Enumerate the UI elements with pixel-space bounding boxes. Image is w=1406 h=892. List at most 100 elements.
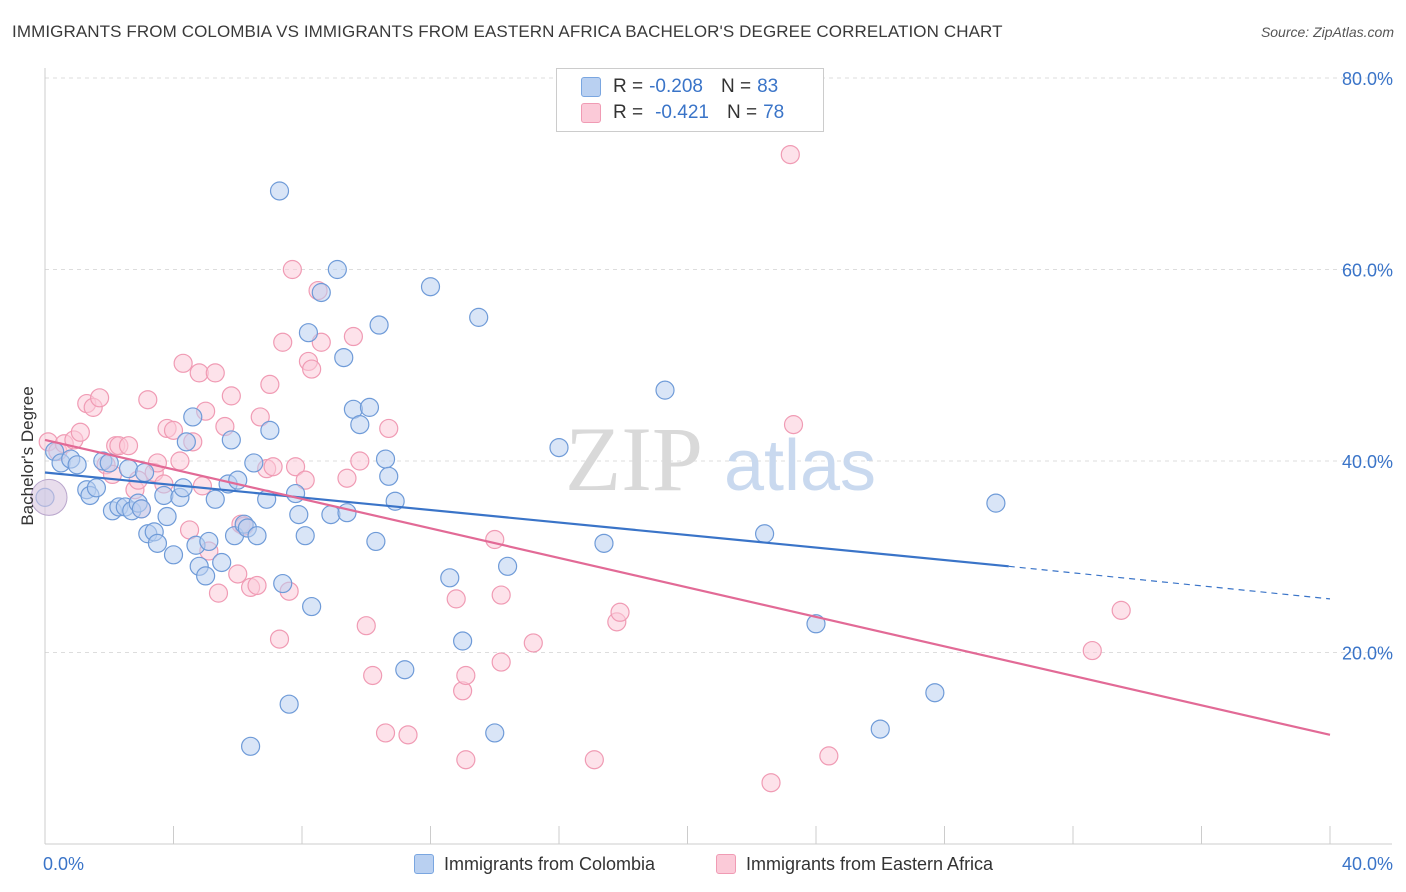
data-point-eastern-africa xyxy=(1082,640,1102,661)
data-point-colombia xyxy=(244,453,264,473)
legend-r-label: R = xyxy=(613,76,644,97)
data-point-colombia xyxy=(279,694,299,714)
data-point-eastern-africa xyxy=(491,585,511,605)
data-point-colombia xyxy=(350,415,370,435)
data-point-colombia xyxy=(260,420,280,440)
trend-line-colombia xyxy=(44,471,1009,568)
data-point-colombia xyxy=(196,566,216,586)
data-point-colombia xyxy=(241,736,261,756)
data-point-eastern-africa xyxy=(819,746,839,766)
data-point-eastern-africa xyxy=(783,415,804,435)
data-point-colombia xyxy=(176,432,196,452)
data-point-colombia xyxy=(440,568,460,588)
data-point-colombia xyxy=(395,660,415,680)
data-point-colombia xyxy=(173,478,193,498)
data-point-colombia xyxy=(870,719,890,739)
data-point-eastern-africa xyxy=(263,457,283,477)
x-tick-label: 40.0% xyxy=(1342,854,1393,874)
data-point-colombia xyxy=(469,307,489,327)
data-point-colombia xyxy=(806,614,826,634)
data-point-eastern-africa xyxy=(189,363,209,383)
legend-r-label: R = xyxy=(613,102,644,123)
bottom-legend-label-eastern-africa: Immigrants from Eastern Africa xyxy=(746,853,994,874)
data-point-eastern-africa xyxy=(285,457,306,477)
data-point-eastern-africa xyxy=(250,407,270,427)
y-axis-label: Bachelor's Degree xyxy=(18,386,37,526)
data-point-eastern-africa xyxy=(761,773,781,793)
data-point-colombia xyxy=(321,505,341,525)
data-point-eastern-africa xyxy=(228,564,248,584)
data-point-colombia xyxy=(366,531,386,552)
data-point-colombia xyxy=(549,437,569,458)
data-point-eastern-africa xyxy=(273,332,293,352)
correlation-legend: R = -0.208 N = 83 R = -0.421 N = 78 xyxy=(556,68,824,132)
legend-r-value: -0.421 xyxy=(655,102,709,123)
data-point-eastern-africa xyxy=(485,529,505,550)
data-point-eastern-africa xyxy=(70,422,90,442)
data-point-colombia xyxy=(273,573,293,594)
data-point-eastern-africa xyxy=(118,436,139,456)
data-point-colombia xyxy=(655,380,675,400)
series-colombia-points xyxy=(30,181,1006,756)
legend-r-value: -0.208 xyxy=(649,76,703,97)
data-point-eastern-africa xyxy=(398,725,418,745)
data-point-colombia xyxy=(86,478,107,498)
grid-lines xyxy=(45,77,1392,653)
legend-n-label: N = xyxy=(726,102,758,123)
bottom-legend-swatch-eastern-africa xyxy=(716,854,736,874)
trend-line-colombia-extension xyxy=(1008,565,1331,600)
data-point-eastern-africa xyxy=(1111,600,1131,620)
data-point-colombia xyxy=(157,506,177,527)
data-point-colombia xyxy=(205,489,225,509)
data-point-eastern-africa xyxy=(356,616,376,636)
y-tick-label: 80.0% xyxy=(1342,69,1393,89)
data-point-eastern-africa xyxy=(192,476,213,496)
watermark-atlas: atlas xyxy=(724,426,876,506)
data-point-colombia xyxy=(269,181,290,201)
data-point-eastern-africa xyxy=(247,575,267,596)
data-point-colombia xyxy=(986,493,1006,513)
data-point-colombia xyxy=(154,485,174,506)
data-point-eastern-africa xyxy=(337,468,357,488)
data-point-colombia xyxy=(163,545,184,565)
data-point-colombia xyxy=(183,407,203,427)
data-point-colombia xyxy=(594,533,614,553)
data-point-eastern-africa xyxy=(491,652,511,672)
legend-n-value: 78 xyxy=(763,102,785,123)
data-point-colombia xyxy=(453,631,473,651)
data-point-eastern-africa xyxy=(311,332,331,352)
data-point-eastern-africa xyxy=(173,353,193,373)
data-point-colombia xyxy=(369,315,389,335)
data-point-colombia xyxy=(212,552,232,573)
data-point-colombia xyxy=(199,531,219,552)
bottom-legend-label-colombia: Immigrants from Colombia xyxy=(444,853,656,874)
data-point-eastern-africa xyxy=(138,390,158,410)
data-point-eastern-africa xyxy=(282,259,302,280)
data-point-colombia xyxy=(754,524,775,544)
data-point-colombia xyxy=(221,430,241,450)
legend-swatch-colombia xyxy=(581,77,601,97)
data-point-eastern-africa xyxy=(780,145,800,165)
data-point-colombia xyxy=(485,723,505,743)
data-point-colombia xyxy=(302,596,322,617)
data-point-eastern-africa xyxy=(208,583,229,603)
data-point-eastern-africa xyxy=(584,750,604,770)
chart-title: IMMIGRANTS FROM COLOMBIA VS IMMIGRANTS F… xyxy=(12,22,1003,41)
data-point-eastern-africa xyxy=(363,665,383,686)
y-tick-label: 40.0% xyxy=(1342,452,1393,472)
data-point-colombia xyxy=(118,459,139,479)
data-point-colombia xyxy=(289,505,309,525)
data-point-colombia xyxy=(131,499,151,519)
legend-n-label: N = xyxy=(720,76,752,97)
watermark-zip: ZIP xyxy=(565,408,703,510)
bottom-legend-colombia: Immigrants from Colombia xyxy=(414,852,655,876)
data-point-eastern-africa xyxy=(456,665,476,686)
data-point-colombia xyxy=(379,466,399,486)
data-point-eastern-africa xyxy=(375,723,396,743)
bottom-legend-eastern-africa: Immigrants from Eastern Africa xyxy=(716,852,993,876)
data-point-colombia xyxy=(359,397,380,417)
data-point-colombia xyxy=(925,683,945,703)
data-point-eastern-africa xyxy=(456,750,476,770)
data-point-eastern-africa xyxy=(610,602,630,622)
